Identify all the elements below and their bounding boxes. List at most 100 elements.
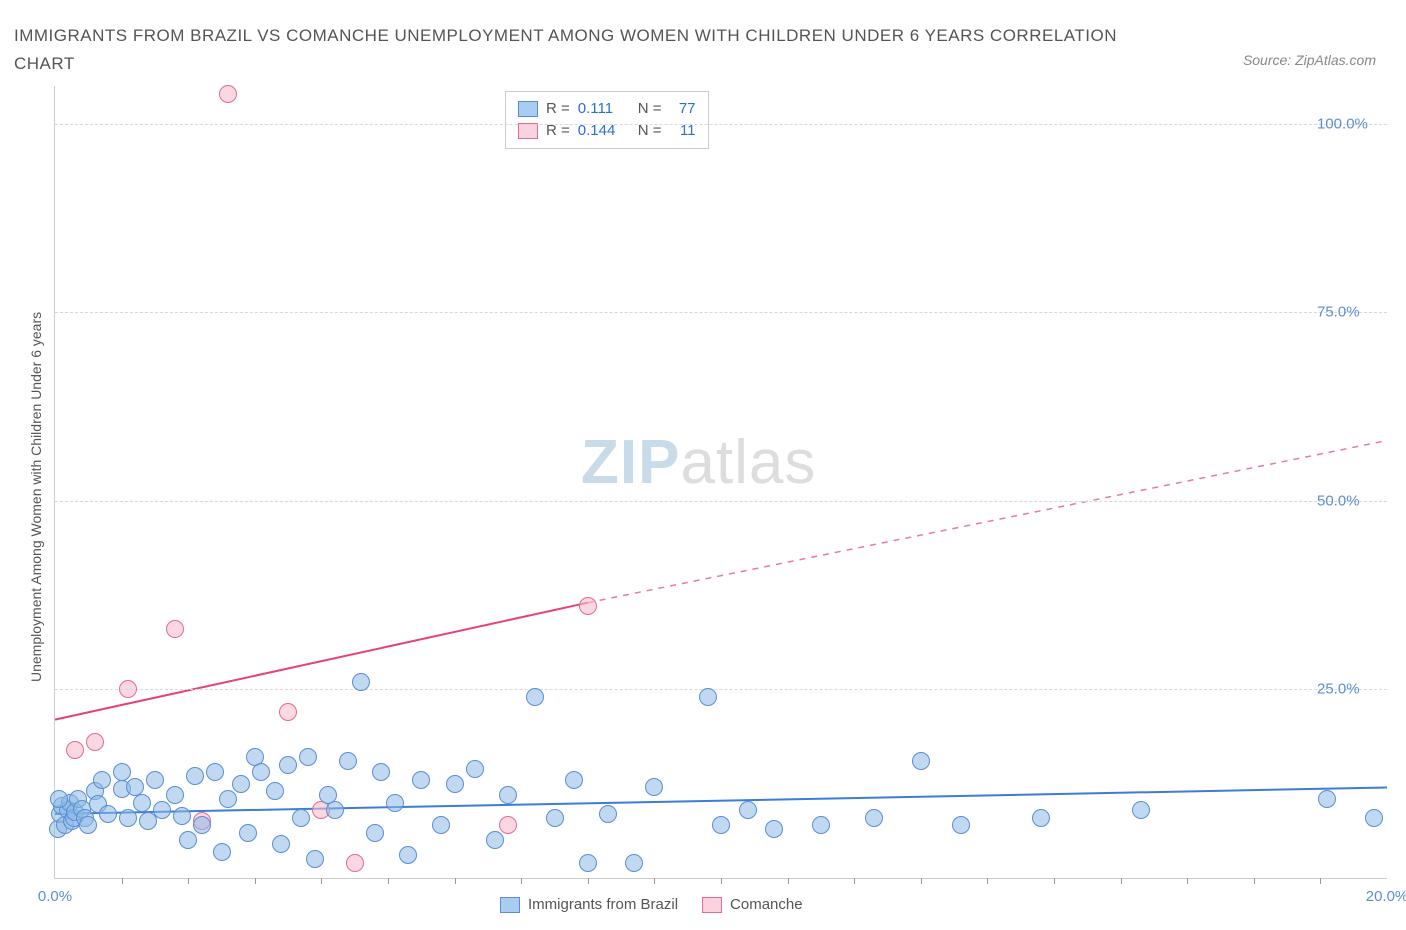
data-point-comanche [119, 680, 137, 698]
data-point-comanche [346, 854, 364, 872]
data-point-brazil [93, 771, 111, 789]
data-point-brazil [352, 673, 370, 691]
x-tick [721, 878, 722, 884]
grid-line [55, 312, 1387, 313]
x-tick [588, 878, 589, 884]
data-point-brazil [432, 816, 450, 834]
data-point-brazil [173, 807, 191, 825]
data-point-brazil [372, 763, 390, 781]
data-point-brazil [386, 794, 404, 812]
y-tick-label: 25.0% [1317, 681, 1360, 698]
x-tick [654, 878, 655, 884]
data-point-comanche [166, 620, 184, 638]
y-tick-label: 50.0% [1317, 492, 1360, 509]
data-point-comanche [219, 85, 237, 103]
x-tick [987, 878, 988, 884]
data-point-brazil [699, 688, 717, 706]
legend-row: R = 0.111 N = 77 [518, 98, 696, 120]
data-point-comanche [579, 597, 597, 615]
data-point-comanche [279, 703, 297, 721]
data-point-brazil [266, 782, 284, 800]
x-tick [1121, 878, 1122, 884]
data-point-brazil [186, 767, 204, 785]
data-point-brazil [645, 778, 663, 796]
x-tick [521, 878, 522, 884]
data-point-brazil [412, 771, 430, 789]
data-point-brazil [546, 809, 564, 827]
legend-n-value: 77 [670, 98, 696, 120]
legend-item: Immigrants from Brazil [500, 896, 678, 913]
legend-swatch [500, 897, 520, 913]
data-point-brazil [1032, 809, 1050, 827]
data-point-comanche [66, 741, 84, 759]
data-point-brazil [765, 820, 783, 838]
data-point-brazil [119, 809, 137, 827]
x-tick-label: 0.0% [38, 888, 72, 905]
data-point-brazil [239, 824, 257, 842]
plot-area: ZIPatlas R =0.111N =77R =0.144N =11 25.0… [54, 86, 1387, 879]
x-tick-label: 20.0% [1366, 888, 1406, 905]
data-point-brazil [712, 816, 730, 834]
grid-line [55, 501, 1387, 502]
x-tick [1187, 878, 1188, 884]
x-tick [321, 878, 322, 884]
data-point-brazil [153, 801, 171, 819]
x-tick [1054, 878, 1055, 884]
legend-n-label: N = [638, 98, 662, 120]
data-point-brazil [865, 809, 883, 827]
data-point-brazil [79, 816, 97, 834]
legend-item: Comanche [702, 896, 803, 913]
data-point-brazil [579, 854, 597, 872]
legend-swatch [518, 101, 538, 117]
x-tick [921, 878, 922, 884]
data-point-brazil [526, 688, 544, 706]
data-point-brazil [599, 805, 617, 823]
watermark-logo: ZIPatlas [581, 427, 816, 498]
legend-swatch [702, 897, 722, 913]
correlation-legend: R =0.111N =77R =0.144N =11 [505, 91, 709, 149]
data-point-brazil [252, 763, 270, 781]
data-point-brazil [193, 816, 211, 834]
series-legend: Immigrants from Brazil Comanche [500, 896, 803, 913]
data-point-brazil [625, 854, 643, 872]
data-point-brazil [565, 771, 583, 789]
y-tick-label: 100.0% [1317, 115, 1368, 132]
data-point-brazil [213, 843, 231, 861]
x-tick [188, 878, 189, 884]
data-point-brazil [113, 763, 131, 781]
data-point-brazil [446, 775, 464, 793]
data-point-brazil [232, 775, 250, 793]
data-point-brazil [339, 752, 357, 770]
x-tick [1320, 878, 1321, 884]
data-point-brazil [739, 801, 757, 819]
data-point-brazil [326, 801, 344, 819]
data-point-brazil [292, 809, 310, 827]
data-point-brazil [1318, 790, 1336, 808]
x-tick [854, 878, 855, 884]
x-tick [255, 878, 256, 884]
legend-r-label: R = [546, 98, 570, 120]
data-point-brazil [812, 816, 830, 834]
chart-title: IMMIGRANTS FROM BRAZIL VS COMANCHE UNEMP… [14, 22, 1134, 78]
y-tick-label: 75.0% [1317, 304, 1360, 321]
data-point-brazil [952, 816, 970, 834]
x-tick [788, 878, 789, 884]
x-tick [1254, 878, 1255, 884]
data-point-brazil [219, 790, 237, 808]
grid-line [55, 124, 1387, 125]
data-point-brazil [399, 846, 417, 864]
legend-series-label: Comanche [730, 896, 803, 913]
data-point-brazil [912, 752, 930, 770]
x-tick [455, 878, 456, 884]
legend-r-value: 0.111 [578, 98, 630, 120]
data-point-brazil [306, 850, 324, 868]
data-point-brazil [146, 771, 164, 789]
legend-series-label: Immigrants from Brazil [528, 896, 678, 913]
data-point-brazil [99, 805, 117, 823]
data-point-brazil [1365, 809, 1383, 827]
data-point-brazil [133, 794, 151, 812]
data-point-brazil [366, 824, 384, 842]
x-tick [388, 878, 389, 884]
data-point-comanche [86, 733, 104, 751]
grid-line [55, 689, 1387, 690]
